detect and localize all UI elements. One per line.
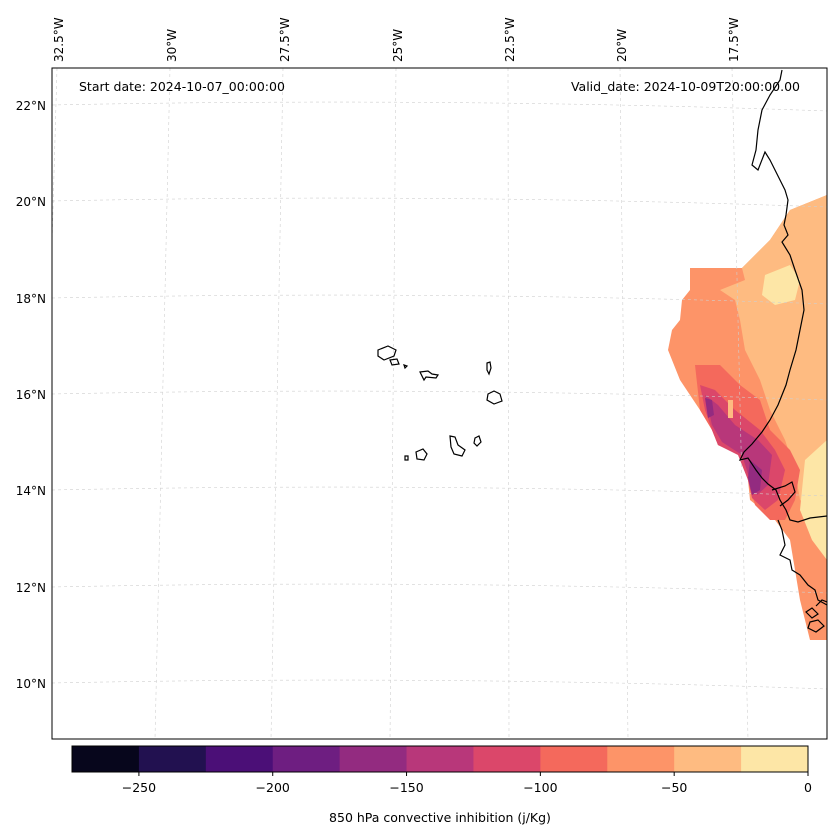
cin-contour-pale-yellow-1 <box>762 265 800 305</box>
island-boa-vista <box>486 390 503 405</box>
meridian-line <box>731 68 749 739</box>
map-frame <box>51 67 828 740</box>
colorbar-frame <box>71 745 809 773</box>
lat-tick-label: 10°N <box>16 677 46 691</box>
meridian-line <box>154 68 171 739</box>
colorbar-ticks: −250 −200 −150 −100 −50 0 <box>122 772 812 795</box>
colorbar <box>71 745 809 773</box>
island-sal <box>486 361 492 376</box>
meridian-line <box>507 68 510 739</box>
island-sao-vicente <box>389 358 400 366</box>
colorbar-segment <box>339 746 408 772</box>
coastline-gambia <box>771 481 796 507</box>
colorbar-segment <box>272 746 341 772</box>
colorbar-segment <box>473 746 541 772</box>
colorbar-segment <box>741 746 809 772</box>
island-sao-nicolau <box>419 370 440 382</box>
cin-field <box>668 195 827 640</box>
latitude-tick-labels: 22°N 20°N 18°N 16°N 14°N 12°N 10°N <box>16 99 46 691</box>
colorbar-segment <box>72 746 140 772</box>
meridian-line <box>619 68 629 739</box>
coastline-guinea-islands <box>805 599 827 633</box>
colorbar-segment <box>540 746 608 772</box>
meridian-line <box>389 68 397 739</box>
island-santa-luzia <box>403 364 409 370</box>
island-maio <box>473 435 482 447</box>
start-date-label: Start date: 2024-10-07_00:00:00 <box>79 79 285 94</box>
parallel-line <box>52 101 827 112</box>
colorbar-segment <box>674 746 742 772</box>
island-brava <box>404 455 409 461</box>
coastline-guinea-bissau <box>777 519 827 606</box>
parallel-line <box>52 583 827 594</box>
lat-tick-label: 22°N <box>16 99 46 113</box>
cin-contour-pale-yellow-2 <box>800 440 827 560</box>
lon-tick-label: 17.5°W <box>727 17 741 62</box>
parallel-line <box>52 294 827 305</box>
parallel-line <box>52 390 827 401</box>
colorbar-segment <box>205 746 274 772</box>
colorbar-tick-label: −50 <box>661 780 687 795</box>
lat-tick-label: 14°N <box>16 484 46 498</box>
valid-date-label: Valid_date: 2024-10-09T20:00:00.00 <box>571 79 800 94</box>
lat-tick-label: 20°N <box>16 195 46 209</box>
parallel-line <box>52 486 827 497</box>
longitude-tick-labels: 32.5°W 30°W 27.5°W 25°W 22.5°W 20°W 17.5°W <box>52 17 741 62</box>
colorbar-tick-label: −250 <box>122 780 156 795</box>
coastline-africa-north <box>738 69 827 523</box>
lon-tick-label: 22.5°W <box>503 17 517 62</box>
lon-tick-label: 20°W <box>615 29 629 62</box>
cin-contour-light-orange-streak <box>728 400 733 418</box>
lon-tick-label: 30°W <box>165 29 179 62</box>
lat-tick-label: 16°N <box>16 388 46 402</box>
island-santiago <box>449 435 466 457</box>
lon-tick-label: 32.5°W <box>52 17 66 62</box>
colorbar-tick-label: −200 <box>256 780 290 795</box>
coastlines <box>377 69 827 633</box>
cin-contour-light-orange <box>720 195 827 520</box>
island-fogo <box>415 448 428 461</box>
colorbar-segment <box>607 746 675 772</box>
graticule <box>52 68 827 739</box>
cin-contour-purple-2 <box>705 398 714 418</box>
cin-contour-purple <box>748 460 762 495</box>
lon-tick-label: 27.5°W <box>278 17 292 62</box>
parallel-line <box>52 197 827 208</box>
lat-tick-label: 18°N <box>16 292 46 306</box>
lat-tick-label: 12°N <box>16 581 46 595</box>
island-santo-antao <box>377 345 397 361</box>
colorbar-segment <box>406 746 474 772</box>
lon-tick-label: 25°W <box>391 29 405 62</box>
colorbar-segment <box>138 746 207 772</box>
colorbar-label: 850 hPa convective inhibition (j/Kg) <box>329 810 551 825</box>
colorbar-tick-label: 0 <box>804 780 812 795</box>
meridian-line <box>270 68 284 739</box>
colorbar-tick-label: −150 <box>389 780 423 795</box>
colorbar-tick-label: −100 <box>523 780 557 795</box>
parallel-line <box>52 679 827 690</box>
